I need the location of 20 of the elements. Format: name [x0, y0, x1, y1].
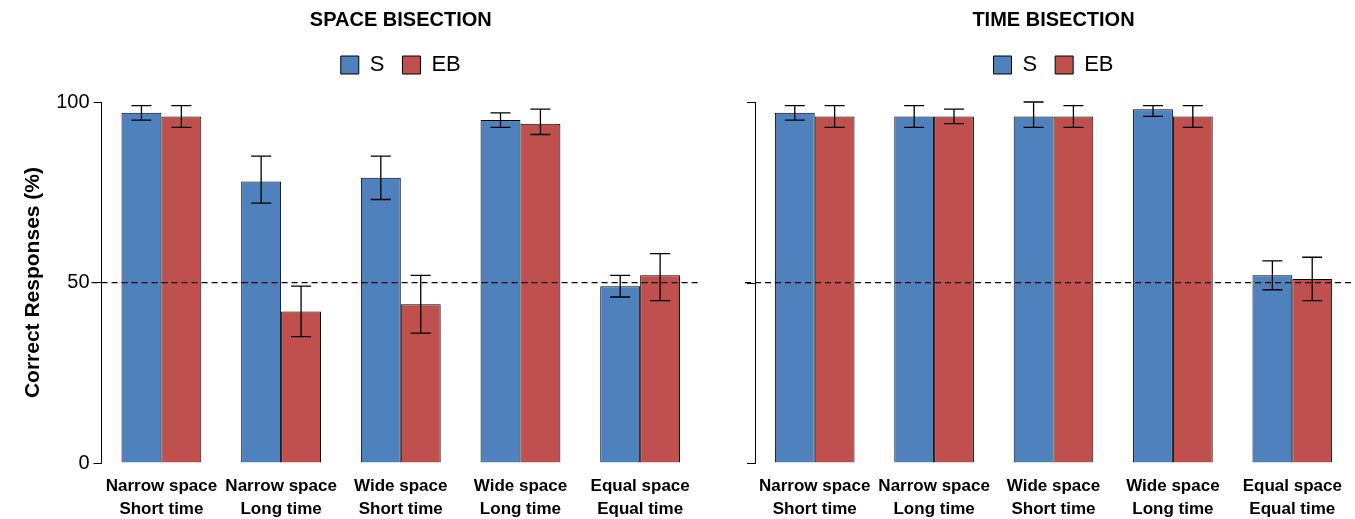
x-tick-label: Narrow space Long time	[225, 476, 337, 519]
x-tick-label: Narrow space Short time	[758, 476, 871, 519]
x-tick-label: Wide space Long time	[473, 476, 568, 519]
x-tick-label: Narrow space Short time	[105, 476, 218, 519]
legend-label: EB	[1084, 51, 1114, 77]
x-tick-label: Wide space Short time	[354, 476, 448, 519]
x-tick-label: Equal space Equal time	[1242, 476, 1342, 519]
chart-title: SPACE BISECTION	[309, 7, 492, 30]
y-tick-label: 100	[56, 89, 90, 112]
x-tick-label: Equal space Equal time	[590, 476, 690, 519]
y-axis-title: Correct Responses (%)	[20, 167, 44, 399]
y-tick-label: 0	[78, 450, 90, 473]
legend-label: S	[369, 51, 385, 77]
x-tick-label: Narrow space Long time	[878, 476, 990, 519]
legend-label: S	[1022, 51, 1038, 77]
chart-title: TIME BISECTION	[972, 7, 1135, 30]
x-tick-label: Wide space Long time	[1126, 476, 1220, 519]
y-tick-label: 50	[67, 270, 90, 293]
legend-label: EB	[431, 51, 461, 77]
x-tick-label: Wide space Short time	[1006, 476, 1101, 519]
